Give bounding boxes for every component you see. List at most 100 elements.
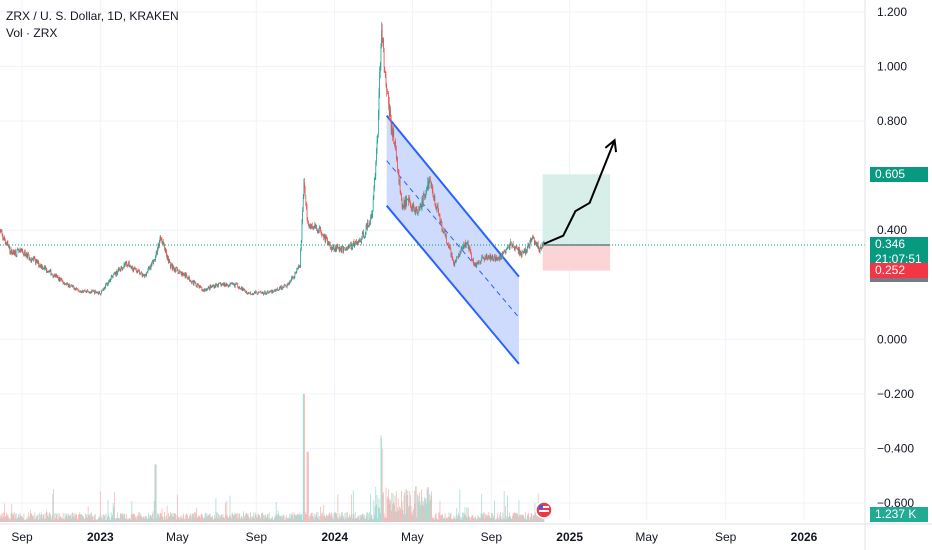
volume-bar	[172, 512, 174, 522]
volume-bar	[449, 517, 450, 522]
volume-bar	[529, 519, 531, 522]
volume-bar	[272, 519, 274, 522]
volume-bar	[267, 514, 269, 522]
candle-body	[483, 258, 485, 261]
candle-body	[420, 204, 422, 206]
volume-bar	[337, 494, 339, 522]
candle-body	[23, 253, 25, 255]
volume-bar	[166, 505, 168, 522]
candle-body	[299, 265, 300, 268]
candle-body	[303, 182, 305, 198]
candle-body	[498, 256, 500, 259]
volume-bar	[240, 517, 242, 522]
volume-bar	[53, 519, 55, 522]
candle-body	[476, 262, 478, 264]
volume-bar	[170, 515, 172, 522]
candle-body	[352, 241, 354, 244]
volume-symbol: ZRX	[33, 26, 58, 40]
volume-bar	[187, 514, 189, 522]
candle-body	[60, 278, 62, 280]
candle-body	[279, 287, 281, 289]
candle-body	[14, 250, 16, 255]
volume-bar	[96, 519, 98, 522]
volume-label: Vol	[6, 26, 23, 40]
candle-body	[184, 273, 185, 276]
drawings-overlay[interactable]	[0, 138, 865, 519]
volume-bar	[427, 489, 429, 522]
volume-bar	[424, 499, 426, 522]
price-tick-label: 0.000	[877, 332, 907, 346]
volume-bar	[329, 513, 331, 522]
volume-bar	[334, 512, 336, 522]
candle-body	[71, 285, 72, 287]
candle-body	[335, 247, 337, 251]
candle-body	[190, 280, 192, 283]
price-axis[interactable]: 1.2001.0000.8000.4000.000−0.200−0.400−0.…	[864, 0, 914, 550]
volume-bar	[408, 505, 410, 522]
candle-body	[490, 258, 492, 260]
candle-body	[215, 284, 217, 287]
candle-body	[349, 245, 351, 247]
candle-body	[73, 285, 74, 287]
volume-bar	[280, 515, 282, 522]
volume-bar	[188, 518, 190, 522]
candle-body	[139, 271, 140, 275]
volume-bar	[248, 516, 250, 522]
candle-body	[507, 247, 508, 250]
candle-body	[340, 247, 341, 249]
volume-bar	[266, 517, 268, 522]
volume-bar	[447, 516, 449, 522]
candle-body	[408, 198, 409, 202]
candle-body	[321, 234, 323, 236]
candle-body	[210, 285, 212, 288]
volume-bar	[377, 518, 379, 522]
candle-body	[148, 267, 150, 269]
volume-bar	[199, 515, 201, 522]
current-price-value: 0.346	[875, 236, 906, 251]
candle-body	[337, 245, 339, 249]
volume-bar	[315, 514, 317, 522]
volume-bar	[46, 512, 48, 522]
candle-body	[283, 285, 285, 288]
volume-bar	[193, 513, 194, 522]
candle-body	[404, 199, 406, 207]
candle-body	[357, 241, 359, 245]
volume-bar	[182, 518, 183, 522]
volume-bar	[498, 519, 500, 522]
volume-bar	[263, 518, 265, 522]
candle-body	[348, 245, 350, 248]
volume-bar	[276, 513, 278, 522]
volume-bar	[219, 516, 221, 522]
candle-body	[517, 249, 519, 254]
candle-body	[250, 293, 252, 295]
volume-bar	[158, 517, 160, 522]
volume-bar	[496, 519, 497, 522]
volume-bar	[47, 515, 49, 522]
long-position-tool[interactable]	[542, 174, 611, 271]
descending-channel[interactable]	[385, 115, 520, 365]
volume-bar	[454, 519, 456, 522]
volume-bar	[207, 514, 209, 522]
volume-bar	[218, 518, 220, 522]
volume-bar	[531, 513, 533, 522]
volume-bar	[465, 516, 467, 522]
candle-body	[113, 273, 115, 275]
volume-bar	[141, 516, 142, 522]
volume-bar	[216, 512, 218, 522]
candle-body	[261, 292, 262, 294]
candle-body	[52, 274, 54, 277]
volume-bar	[317, 512, 319, 522]
candle-body	[255, 291, 257, 293]
time-axis[interactable]: Sep 2023 May Sep 2024 May Sep 2025 May Sep 2026	[0, 523, 932, 544]
candle-body	[199, 285, 201, 288]
volume-bar	[254, 518, 255, 522]
volume-bar	[483, 512, 485, 522]
candle-body	[42, 265, 43, 269]
volume-bar	[446, 517, 448, 522]
candle-body	[32, 258, 34, 260]
volume-bar	[37, 515, 38, 522]
volume-bar	[433, 518, 434, 522]
volume-bar	[223, 516, 224, 522]
candle-body	[20, 249, 22, 252]
